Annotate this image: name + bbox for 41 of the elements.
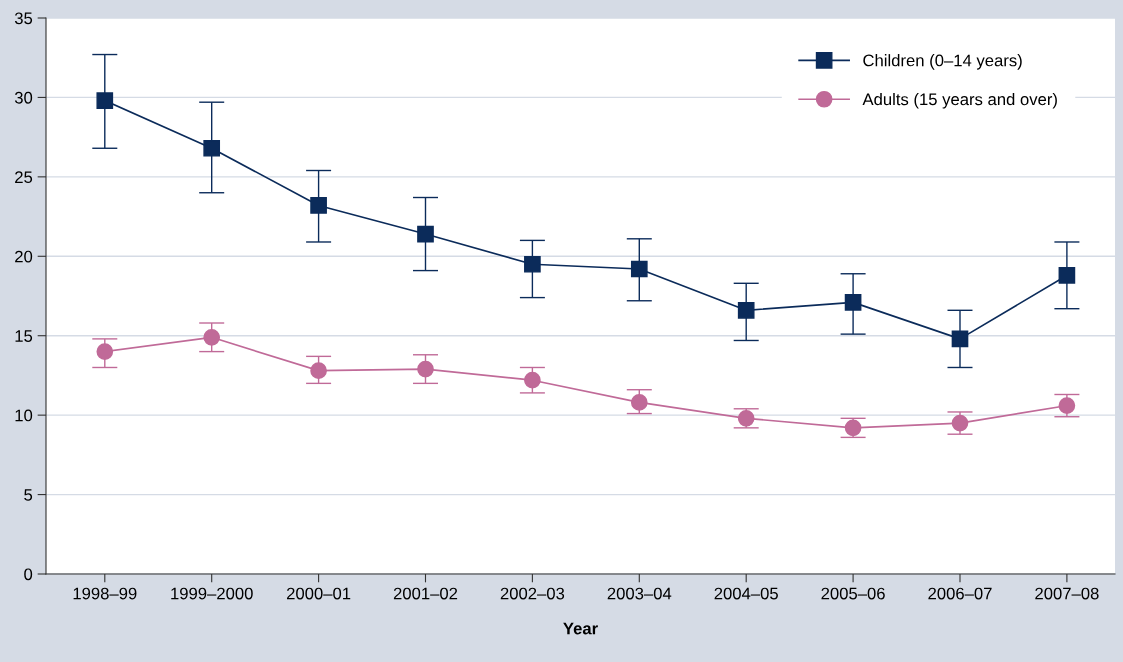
y-tick-label: 25 [15,171,33,184]
y-tick-label: 20 [15,250,33,263]
point [737,409,755,427]
x-tick-label: 1999–2000 [171,587,253,600]
point [310,362,327,379]
y-tick-label: 5 [24,489,33,501]
point [417,360,434,378]
point [96,92,114,109]
point [630,394,648,411]
y-tick-label: 15 [15,330,33,342]
point [524,371,541,389]
point [1058,267,1076,284]
point [310,197,327,214]
y-tick-label: 10 [15,409,33,422]
y-tick-label: 30 [14,91,33,104]
x-tick-label: 2006–07 [928,587,992,600]
x-tick-label: 2003–04 [607,587,672,600]
legend-label: Children (0–14 years) [863,54,1022,70]
x-tick-label: 1998–99 [73,587,137,600]
point [951,414,969,432]
x-tick-label: 2004–05 [714,587,778,600]
y-tick-label: 35 [14,12,33,25]
x-tick-label: 2005–06 [821,587,885,600]
x-tick-label: 2001–02 [393,587,458,600]
point [630,260,648,278]
point [951,330,969,348]
point [96,343,114,360]
legend-label: Adults (15 years and over) [862,92,1057,109]
point [203,139,221,157]
point [203,328,221,346]
point [524,255,541,273]
x-axis-title: Year [563,622,598,635]
point [844,419,862,437]
x-tick-label: 2002–03 [500,587,565,600]
point [737,301,755,319]
point [844,294,862,311]
x-tick-label: 2000–01 [286,587,351,600]
point [417,225,434,243]
point [1058,397,1076,414]
y-tick-label: 0 [24,568,33,581]
x-tick-label: 2007–08 [1035,587,1099,600]
